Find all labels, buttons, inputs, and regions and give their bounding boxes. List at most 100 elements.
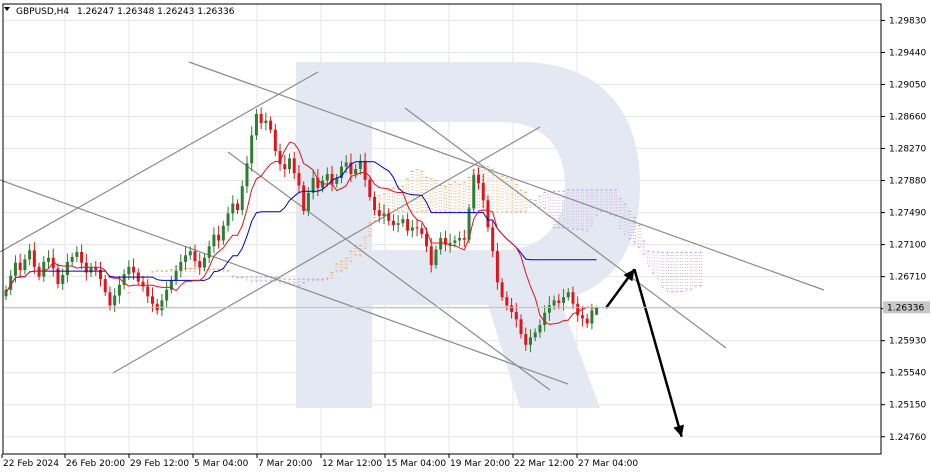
senkou-span-a-point — [572, 228, 574, 230]
candle-body — [495, 251, 499, 283]
ichimoku-cloud — [127, 166, 703, 294]
candle-body — [198, 261, 202, 268]
senkou-span-a-point — [619, 227, 621, 230]
candle-body — [406, 219, 410, 231]
senkou-span-a-point — [515, 183, 517, 186]
senkou-span-a-point — [336, 263, 338, 265]
senkou-span-a-point — [685, 289, 688, 291]
candle-body — [292, 158, 296, 174]
candle-body — [396, 223, 400, 225]
candle-body — [580, 315, 584, 319]
senkou-span-b-point — [255, 276, 258, 278]
senkou-span-a-point — [255, 280, 258, 282]
senkou-span-a-point — [279, 282, 281, 284]
candle-body — [13, 262, 17, 276]
candle-body — [37, 266, 41, 277]
senkou-span-a-point — [680, 290, 683, 293]
senkou-span-b-point — [562, 190, 565, 192]
senkou-span-a-point — [633, 242, 636, 244]
candle-body — [339, 166, 343, 179]
senkou-span-b-point — [397, 211, 399, 213]
senkou-span-a-point — [666, 290, 669, 292]
senkou-span-b-point — [421, 211, 423, 213]
candle-body — [250, 135, 254, 164]
senkou-span-a-point — [435, 179, 437, 182]
x-tick-label: 12 Mar 12:00 — [322, 459, 382, 469]
senkou-span-a-point — [251, 280, 253, 283]
y-tick-label: 1.28270 — [889, 145, 926, 155]
senkou-span-b-point — [411, 211, 414, 213]
candle-body — [434, 249, 438, 266]
candle-body — [358, 160, 362, 170]
senkou-span-b-point — [553, 190, 555, 192]
senkou-span-a-point — [321, 279, 324, 282]
senkou-span-b-point — [274, 276, 277, 278]
senkou-span-a-point — [217, 268, 220, 270]
senkou-span-a-point — [425, 176, 428, 179]
forecast-arrows[interactable] — [605, 268, 684, 438]
senkou-span-b-point — [657, 251, 659, 253]
candle-body — [401, 219, 405, 224]
senkou-span-b-point — [298, 278, 300, 280]
senkou-span-b-point — [326, 278, 328, 280]
candle-body — [32, 250, 36, 267]
senkou-span-a-point — [652, 272, 655, 274]
senkou-span-b-point — [510, 211, 513, 213]
symbol-label: GBPUSD,H4 — [16, 7, 69, 17]
senkou-span-a-point — [638, 246, 640, 249]
senkou-span-b-point — [699, 251, 702, 254]
candle-body — [117, 284, 121, 296]
candle-body — [217, 234, 221, 241]
senkou-span-a-point — [284, 283, 286, 285]
candle-body — [415, 227, 419, 229]
senkou-span-b-point — [284, 278, 286, 280]
senkou-span-b-point — [610, 189, 612, 191]
senkou-span-b-point — [279, 277, 281, 280]
senkou-span-b-point — [591, 189, 593, 191]
trend-line — [404, 107, 727, 349]
senkou-span-b-point — [251, 276, 253, 278]
candle-body — [429, 246, 433, 266]
senkou-span-b-point — [572, 189, 574, 191]
senkou-span-a-point — [194, 267, 196, 270]
senkou-span-a-point — [189, 267, 191, 270]
senkou-span-a-point — [388, 189, 390, 192]
senkou-span-b-point — [671, 251, 673, 254]
candle-body — [231, 203, 235, 214]
candle-body — [538, 325, 542, 333]
senkou-span-a-point — [213, 268, 215, 270]
candle-body — [169, 279, 173, 290]
candle-body — [325, 173, 329, 181]
candle-body — [122, 274, 126, 285]
caret-down-icon[interactable] — [4, 7, 10, 11]
time-axis[interactable]: 22 Feb 2024 26 Feb 20:00 29 Feb 12:00 5 Mar… — [1, 454, 638, 469]
candle-body — [462, 238, 466, 240]
senkou-span-a-point — [629, 238, 631, 240]
senkou-span-a-point — [676, 291, 678, 293]
senkou-span-a-point — [293, 283, 295, 285]
candle-body — [89, 267, 93, 273]
senkou-span-b-point — [567, 189, 569, 191]
trend-lines[interactable] — [0, 61, 825, 391]
candle-body — [65, 261, 69, 275]
y-tick-label: 1.26710 — [889, 273, 926, 283]
senkou-span-b-point — [336, 271, 338, 273]
candle-body — [141, 281, 145, 287]
senkou-span-a-point — [581, 229, 584, 231]
candle-body — [443, 238, 447, 245]
candle-body — [61, 274, 65, 285]
senkou-span-a-point — [624, 233, 626, 235]
senkou-span-a-point — [298, 284, 300, 287]
senkou-span-a-point — [657, 277, 659, 280]
y-tick-label: 1.29830 — [889, 16, 926, 26]
senkou-span-a-point — [577, 228, 579, 230]
candle-body — [160, 300, 164, 311]
senkou-span-b-point — [331, 277, 333, 280]
senkou-span-a-point — [690, 289, 692, 291]
senkou-span-b-point — [676, 251, 678, 254]
senkou-span-b-point — [647, 250, 650, 252]
senkou-span-a-point — [662, 286, 664, 289]
candle-body — [113, 295, 117, 306]
senkou-span-a-point — [430, 178, 432, 180]
